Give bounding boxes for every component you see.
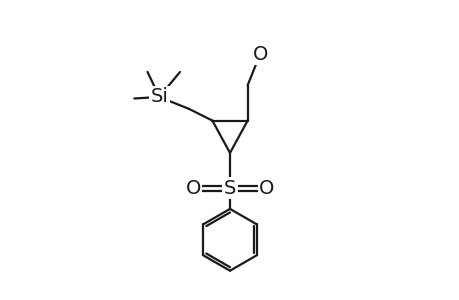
Text: S: S — [224, 179, 235, 198]
Text: O: O — [252, 45, 268, 64]
Text: O: O — [185, 179, 201, 198]
Text: O: O — [258, 179, 274, 198]
Text: Si: Si — [150, 88, 168, 106]
